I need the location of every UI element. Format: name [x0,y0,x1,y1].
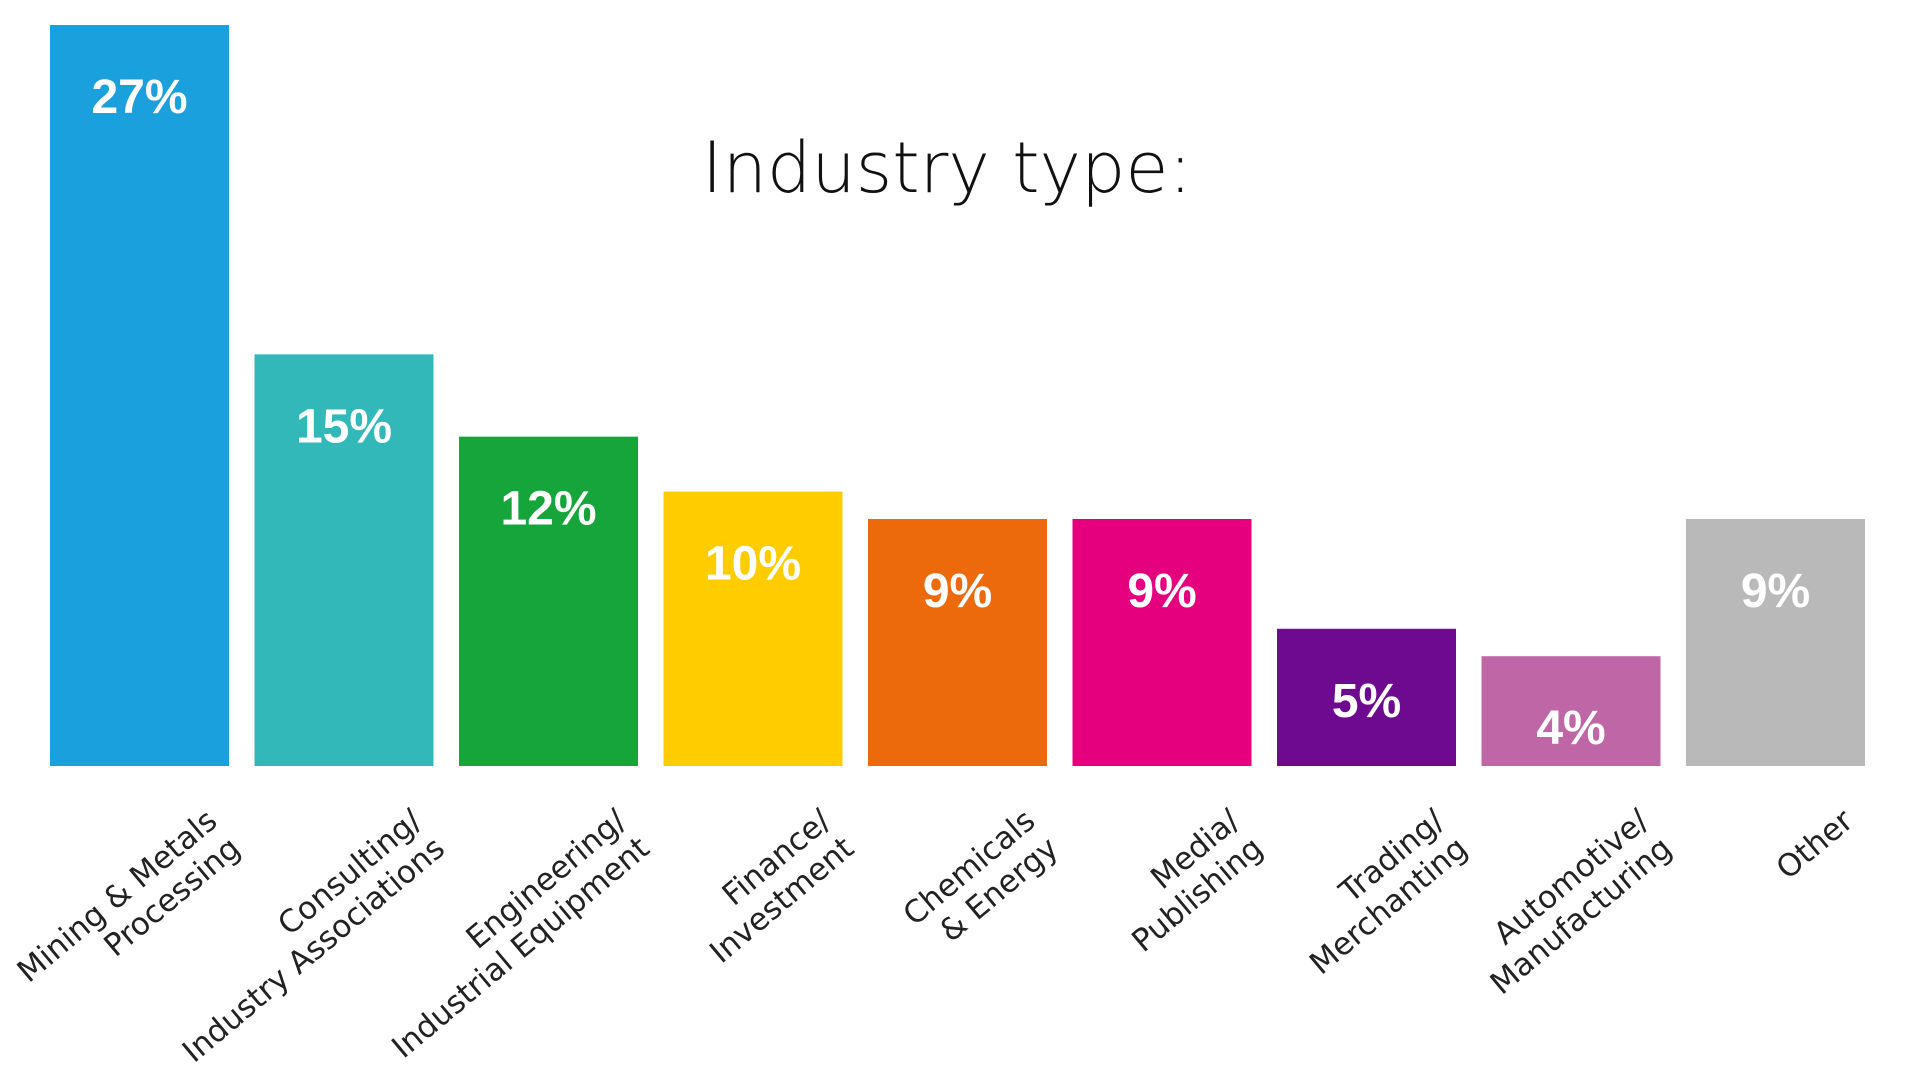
bar-value-label: 15% [296,400,392,453]
category-label: Other [1770,802,1861,886]
category-label: Trading/Merchanting [1280,802,1475,982]
bar-value-label: 9% [1741,565,1810,618]
bar-value-label: 4% [1536,702,1605,755]
bar [254,354,434,766]
bar [50,25,229,766]
bar-value-label: 5% [1332,675,1401,728]
chart-title: Industry type: [702,127,1192,209]
category-labels-group: Mining & MetalsProcessing Consulting/Indu… [11,802,1861,1070]
bar-value-label: 9% [923,565,992,618]
bar [459,436,638,766]
category-label: Media/Publishing [1102,802,1270,959]
bar [1277,628,1456,766]
category-label: Finance/Investment [680,802,861,970]
bar-value-label: 9% [1127,565,1196,618]
bar-value-label: 27% [91,71,187,124]
bar [1072,519,1252,766]
category-label: Chemicals& Energy [896,803,1065,961]
bar [1686,519,1865,766]
category-label: Automotive/Manufacturing [1461,802,1680,1002]
bars-group [50,25,1865,766]
bar-value-label: 12% [500,483,596,536]
bar [868,519,1047,766]
bar [663,491,843,766]
category-label: Mining & MetalsProcessing [11,803,248,1018]
bar [1481,656,1661,766]
bar-value-label: 10% [705,538,801,591]
category-label-line: Other [1770,802,1861,886]
value-labels-group: 27% 15% 12% 10% 9% 9% 5% 4% 9% [91,71,1810,755]
